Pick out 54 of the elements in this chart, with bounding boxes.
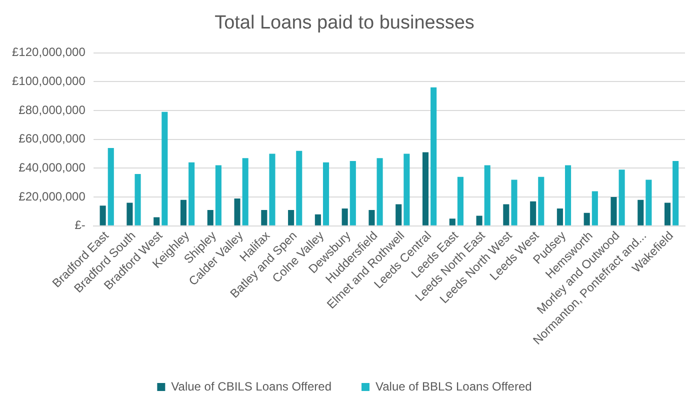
bar (584, 212, 590, 226)
y-tick-label: £40,000,000 (18, 160, 86, 174)
bar (207, 210, 214, 226)
bar (610, 197, 617, 226)
bar (503, 204, 510, 226)
bar (100, 206, 106, 226)
bar (430, 87, 437, 226)
bar (511, 180, 518, 226)
bar (457, 176, 464, 226)
bar (188, 162, 195, 226)
bar (618, 170, 625, 226)
y-tick-label: £20,000,000 (18, 189, 86, 204)
bar (261, 210, 268, 226)
bar (404, 154, 410, 226)
bar (215, 165, 222, 226)
bar (476, 216, 482, 226)
bar (422, 152, 429, 226)
bar (314, 214, 321, 226)
bar (672, 160, 679, 226)
y-tick-label: £80,000,000 (18, 102, 86, 117)
bar (449, 218, 456, 226)
bar (322, 162, 330, 226)
bar (134, 174, 141, 226)
bar (350, 160, 356, 226)
bar (664, 202, 671, 226)
bar (108, 148, 114, 226)
bar (592, 191, 598, 226)
bar (484, 165, 490, 226)
bar (376, 158, 383, 226)
bar (269, 154, 276, 226)
y-tick-label: £60,000,000 (18, 132, 86, 146)
bar (234, 198, 240, 226)
y-tick-label: £120,000,000 (12, 45, 86, 60)
bar (396, 204, 402, 226)
y-tick-label: £100,000,000 (12, 74, 86, 88)
bar (154, 217, 160, 226)
y-tick-label: £- (74, 218, 86, 232)
bar (342, 208, 348, 226)
legend-label: Value of BBLS Loans Offered (376, 379, 532, 394)
bar (565, 165, 572, 226)
bar (180, 200, 187, 226)
legend-label: Value of CBILS Loans Offered (171, 379, 332, 394)
bar (556, 208, 563, 226)
bar (368, 210, 375, 226)
chart-title: Total Loans paid to businesses (214, 12, 474, 34)
bar (296, 150, 302, 226)
bar (288, 210, 294, 226)
bar (242, 158, 248, 226)
bar (530, 201, 536, 226)
bar (162, 112, 168, 226)
bar (646, 180, 652, 226)
bar (126, 202, 133, 226)
bar (538, 176, 544, 226)
bar (638, 200, 644, 226)
